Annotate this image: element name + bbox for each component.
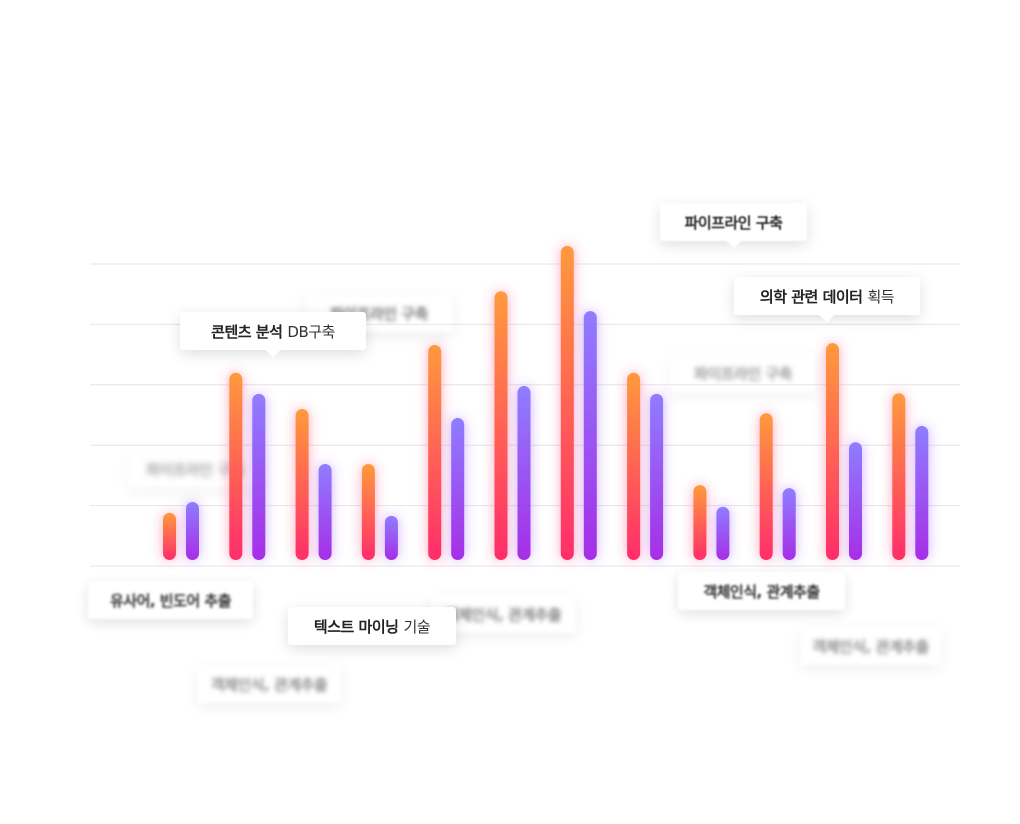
callout-text: 객체인식, 관계추출 — [444, 605, 562, 624]
callout: 객체인식, 관계추출 — [678, 572, 845, 610]
bar — [650, 393, 664, 560]
callout: 텍스트 마이닝 기술 — [288, 607, 456, 645]
callout: 파이프라인 구축 — [670, 354, 816, 392]
bar — [318, 463, 332, 560]
callout-text: 객체인식, 관계추출 — [210, 675, 328, 694]
bar — [759, 413, 773, 560]
callout-text: 유사어, 빈도어 추출 — [109, 591, 232, 610]
bar — [892, 393, 906, 560]
bar — [583, 311, 597, 560]
bar — [295, 409, 309, 560]
bar — [428, 344, 442, 560]
callout: 콘텐츠 분석 DB구축 — [180, 312, 366, 358]
bar — [849, 442, 862, 560]
bar — [186, 502, 199, 560]
callout: 의학 관련 데이터 획득 — [734, 277, 920, 323]
callout-text: 획득 — [867, 287, 895, 306]
bar — [252, 393, 266, 560]
callout-text: 기술 — [403, 617, 431, 636]
callout-text: 파이프라인 구축 — [684, 213, 783, 232]
callout-text: DB구축 — [287, 322, 335, 341]
callout: 객체인식, 관계추출 — [800, 627, 941, 665]
bar — [826, 343, 839, 560]
bar — [560, 245, 574, 561]
callout: 유사어, 빈도어 추출 — [88, 581, 253, 619]
callout-text: 콘텐츠 분석 — [211, 322, 283, 341]
callout-text: 텍스트 마이닝 — [313, 617, 399, 636]
bar — [494, 291, 508, 560]
bar — [693, 485, 707, 560]
callout-text: 의학 관련 데이터 — [759, 287, 863, 306]
bar — [361, 463, 375, 560]
bar — [384, 515, 398, 560]
callout: 객체인식, 관계추출 — [197, 665, 341, 703]
bar — [229, 372, 243, 560]
callout-text: 객체인식, 관계추출 — [703, 582, 820, 601]
bar — [782, 488, 796, 560]
callout-text: 객체인식, 관계추출 — [812, 637, 929, 656]
callout-text: 파이프라인 구축 — [146, 460, 244, 479]
bar — [163, 512, 176, 560]
bar — [716, 506, 730, 560]
bar — [517, 386, 531, 560]
bar — [451, 418, 465, 560]
bar — [627, 372, 641, 560]
bar — [915, 425, 929, 560]
callout: 파이프라인 구축 — [660, 203, 807, 249]
callout-text: 파이프라인 구축 — [694, 364, 792, 383]
